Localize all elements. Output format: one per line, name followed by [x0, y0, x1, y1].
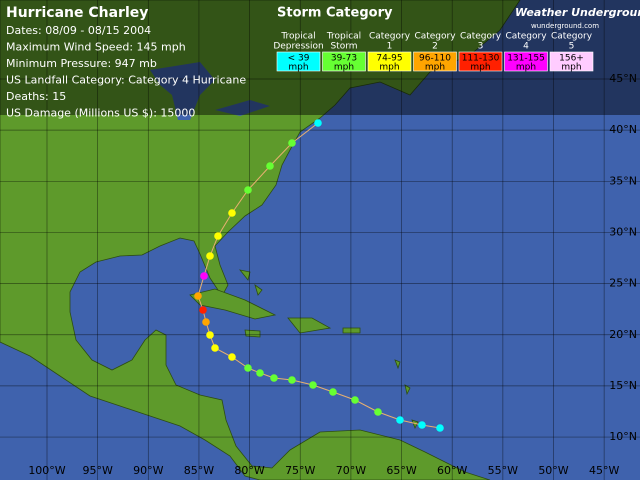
- legend-range: 74-95: [376, 54, 402, 64]
- lon-label: 55°W: [488, 464, 518, 477]
- lat-label: 15°N: [609, 379, 637, 392]
- track-point: [228, 209, 236, 217]
- legend-range: mph: [561, 63, 581, 73]
- legend-range: 131-155: [507, 54, 545, 64]
- legend-header: 5: [569, 42, 575, 52]
- lon-label: 60°W: [437, 464, 467, 477]
- legend-header: 2: [432, 42, 438, 52]
- track-point: [329, 388, 337, 396]
- track-point: [270, 374, 278, 382]
- track-point: [351, 396, 359, 404]
- lon-label: 50°W: [538, 464, 568, 477]
- legend-swatch: [322, 51, 366, 72]
- track-point: [418, 421, 426, 429]
- logo-name: Weather Underground: [515, 6, 640, 19]
- track-point: [194, 292, 202, 300]
- track-point: [266, 162, 274, 170]
- legend-range: 156+: [559, 54, 584, 64]
- track-point: [214, 232, 222, 240]
- track-point: [199, 306, 207, 314]
- lon-label: 85°W: [184, 464, 214, 477]
- track-point: [206, 252, 214, 260]
- lon-label: 100°W: [28, 464, 65, 477]
- legend-header: Depression: [273, 42, 323, 52]
- info-line: Maximum Wind Speed: 145 mph: [6, 41, 186, 54]
- great-lakes: [150, 62, 270, 120]
- islands: [189, 269, 419, 429]
- legend-swatch: [367, 51, 412, 72]
- lon-label: 65°W: [386, 464, 416, 477]
- lat-label: 10°N: [609, 430, 637, 443]
- track-point: [202, 318, 210, 326]
- track-point: [244, 364, 252, 372]
- legend-header: Tropical: [326, 32, 361, 42]
- legend-header: 1: [387, 42, 393, 52]
- legend-header: Category: [414, 32, 456, 42]
- track-point: [200, 272, 208, 280]
- legend-range: mph: [288, 63, 308, 73]
- track-point: [228, 353, 236, 361]
- lat-label: 35°N: [609, 174, 637, 187]
- legend-range: mph: [379, 63, 399, 73]
- lon-label: 95°W: [82, 464, 112, 477]
- legend-header: Storm: [330, 42, 357, 52]
- info-line: Dates: 08/09 - 08/15 2004: [6, 24, 151, 37]
- info-line: US Damage (Millions US $): 15000: [6, 107, 195, 120]
- track-point: [314, 119, 322, 127]
- mainland: [0, 0, 521, 480]
- legend-header: Category: [369, 32, 411, 42]
- track-points: [194, 119, 444, 432]
- storm-title: Hurricane Charley: [6, 5, 148, 21]
- legend-swatch: [549, 51, 594, 72]
- legend-range: mph: [470, 63, 490, 73]
- legend-swatch: [276, 51, 321, 72]
- legend-range: < 39: [288, 54, 310, 64]
- lon-label: 45°W: [589, 464, 619, 477]
- lat-label: 25°N: [609, 277, 637, 290]
- legend-header: Tropical: [280, 32, 315, 42]
- lat-label: 45°N: [609, 72, 637, 85]
- track-point: [288, 139, 296, 147]
- track-point: [244, 186, 252, 194]
- legend-header: Category: [460, 32, 502, 42]
- track-point: [211, 344, 219, 352]
- info-line: US Landfall Category: Category 4 Hurrica…: [6, 74, 246, 87]
- track-point: [436, 424, 444, 432]
- legend-swatch: [458, 51, 503, 72]
- legend-range: mph: [334, 63, 354, 73]
- track-point: [288, 376, 296, 384]
- logo-url: wunderground.com: [531, 22, 599, 30]
- legend-range: 39-73: [331, 54, 357, 64]
- legend-title: Storm Category: [277, 6, 393, 21]
- legend-swatch: [413, 51, 457, 72]
- legend-range: mph: [516, 63, 536, 73]
- lon-label: 80°W: [234, 464, 264, 477]
- storm-info: Dates: 08/09 - 08/15 2004 Maximum Wind Sp…: [6, 24, 246, 120]
- track-point: [396, 416, 404, 424]
- lat-label: 20°N: [609, 328, 637, 341]
- info-line: Deaths: 15: [6, 90, 66, 103]
- legend-swatch: [504, 51, 548, 72]
- legend-range: 111-130: [462, 54, 500, 64]
- info-line: Minimum Pressure: 947 mb: [6, 57, 157, 70]
- lon-label: 70°W: [336, 464, 366, 477]
- track-point: [374, 408, 382, 416]
- track-point: [309, 381, 317, 389]
- lat-label: 30°N: [609, 225, 637, 238]
- legend-range: 96-110: [419, 54, 451, 64]
- legend-header: 4: [523, 42, 529, 52]
- lon-label: 90°W: [133, 464, 163, 477]
- legend-header: Category: [551, 32, 593, 42]
- track-point: [256, 369, 264, 377]
- legend-range: mph: [425, 63, 445, 73]
- legend-header: 3: [478, 42, 484, 52]
- lat-label: 40°N: [609, 123, 637, 136]
- track-point: [206, 331, 214, 339]
- legend-header: Category: [505, 32, 547, 42]
- lon-label: 75°W: [285, 464, 315, 477]
